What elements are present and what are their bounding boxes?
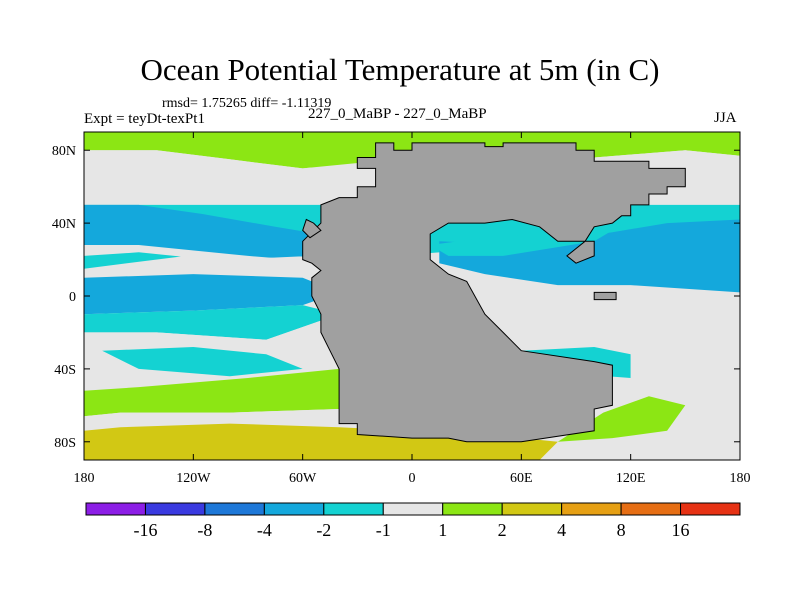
colorbar-label: -2 [316, 520, 331, 540]
colorbar-swatch [501, 502, 563, 516]
colorbar-swatch [620, 502, 682, 516]
y-tick-label: 40S [54, 363, 76, 378]
colorbar-swatch [323, 502, 384, 516]
colorbar-label: 8 [617, 520, 626, 540]
season-label: JJA [714, 110, 737, 126]
region-land-supercontinent [302, 142, 686, 443]
region-land-west-inset [302, 218, 322, 239]
chart-title: Ocean Potential Temperature at 5m (in C) [140, 52, 660, 87]
y-tick-label: 0 [69, 290, 76, 305]
region-south-gray-high [84, 409, 340, 431]
region-mid-pacific-white-north [84, 245, 340, 271]
stats-label: rmsd= 1.75265 diff= -1.11319 [162, 96, 332, 111]
colorbar-swatch [85, 502, 146, 516]
colorbar-swatch [442, 502, 503, 516]
period-label: 227_0_MaBP - 227_0_MaBP [308, 106, 487, 122]
colorbar-label: 16 [672, 520, 690, 540]
colorbar-label: -4 [257, 520, 272, 540]
region-south-pacific-cyan [102, 347, 303, 377]
colorbar-label: -16 [133, 520, 157, 540]
x-tick-label: 120W [176, 471, 211, 486]
x-tick-label: 60W [289, 471, 317, 486]
colorbar-swatch [204, 502, 265, 516]
region-equatorial-cyan-band [84, 305, 340, 340]
y-tick-label: 80S [54, 436, 76, 451]
colorbar-label: 1 [438, 520, 447, 540]
x-tick-label: 0 [409, 471, 416, 486]
colorbar-label: 2 [498, 520, 507, 540]
y-tick-label: 80N [52, 144, 76, 159]
region-equatorial-blue [84, 274, 340, 315]
experiment-label: Expt = teyDt-texPt1 [84, 111, 205, 127]
colorbar-label: -8 [197, 520, 212, 540]
region-south-pacific-green [84, 368, 340, 417]
colorbar-label: -1 [376, 520, 391, 540]
colorbar-label: 4 [557, 520, 566, 540]
map-axes: 180 120W 60W 0 60E 120E 180 80N 40N 0 40S 80S [52, 132, 751, 486]
colorbar-swatch [382, 502, 444, 516]
colorbar-swatch [561, 502, 622, 516]
colorbar-swatch [263, 502, 325, 516]
colorbar-swatch [680, 502, 741, 516]
colorbar-swatch [144, 502, 206, 516]
region-east-equator-white-blob [521, 323, 613, 340]
map-regions [84, 132, 740, 460]
x-tick-label: 180 [74, 471, 95, 486]
region-island-bar [593, 291, 617, 301]
colorbar: -16 -8 -4 -2 -1 1 2 4 8 16 [85, 502, 741, 540]
x-tick-label: 60E [510, 471, 533, 486]
y-tick-label: 40N [52, 217, 76, 232]
x-tick-label: 120E [616, 471, 646, 486]
x-tick-label: 180 [730, 471, 751, 486]
